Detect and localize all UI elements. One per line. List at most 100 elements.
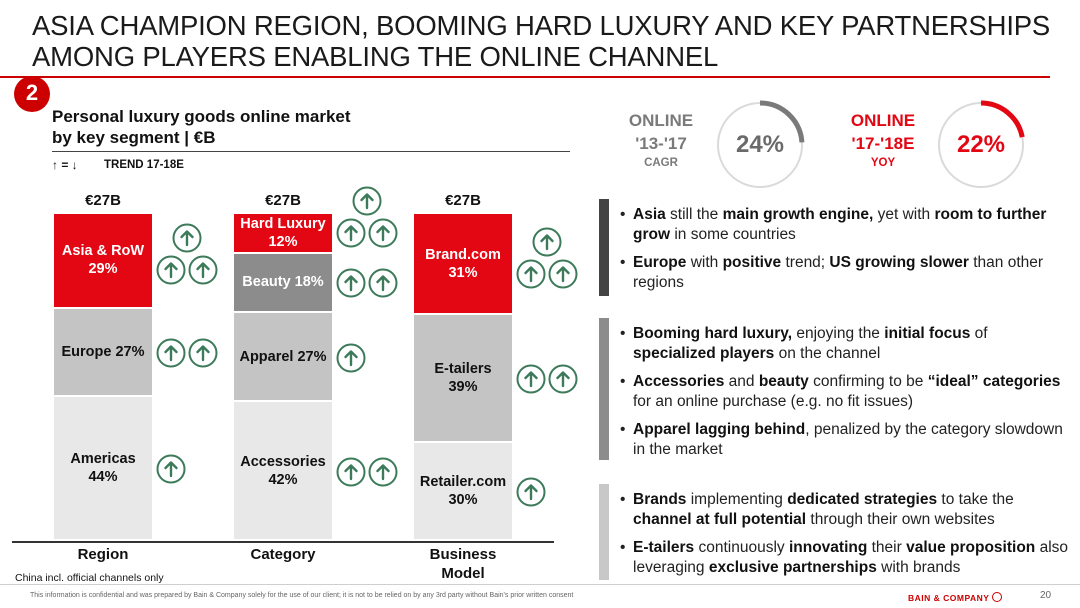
commentary-bullet: • Brands implementing dedicated strategie… (620, 490, 1070, 530)
segment-label: 30% (414, 491, 512, 509)
bullet-text: with brands (877, 559, 961, 576)
x-axis-label: Region (34, 545, 172, 564)
segment-label: 39% (414, 378, 512, 396)
commentary-bullet: • Europe with positive trend; US growing … (620, 253, 1070, 293)
bullet-emphasis: beauty (759, 373, 809, 390)
bullet-text: yet with (873, 206, 934, 223)
up-arrow-icon (172, 223, 202, 253)
chart-title-line-1: Personal luxury goods online market (52, 106, 351, 127)
x-axis-label-line: Category (214, 545, 352, 564)
kpi-title: ONLINE (823, 111, 943, 131)
bar-segment-americas: Americas 44% (54, 397, 152, 539)
bullet-text: in some countries (670, 226, 796, 243)
commentary-bullet: • Accessories and beauty confirming to be… (620, 372, 1070, 412)
up-arrow-icon (188, 338, 218, 368)
up-arrow-icon (156, 255, 186, 285)
up-arrow-icon (368, 457, 398, 487)
bullet-text: enjoying the (792, 325, 884, 342)
segment-label: 42% (234, 471, 332, 489)
bar-total-label: €27B (414, 192, 512, 209)
up-arrow-icon (188, 255, 218, 285)
up-arrow-icon (336, 343, 366, 373)
up-arrow-icon (548, 364, 578, 394)
bullet-emphasis: Booming hard luxury, (633, 325, 792, 342)
bullet-text: for an online purchase (e.g. no fit issu… (633, 393, 913, 410)
segment-label: Brand.com (414, 246, 512, 264)
up-arrow-icon (548, 259, 578, 289)
bullet-emphasis: specialized players (633, 345, 774, 362)
bullet-dot-icon: • (620, 205, 625, 225)
bar-segment-asia-row: Asia & RoW 29% (54, 214, 152, 307)
up-arrow-icon (516, 477, 546, 507)
bar-segment-brand-com: Brand.com 31% (414, 214, 512, 313)
bullet-text: with (686, 254, 722, 271)
x-axis-label-line: Model (394, 564, 532, 583)
segment-label: 29% (54, 260, 152, 278)
bullet-text: trend; (781, 254, 829, 271)
bullet-emphasis: value proposition (906, 539, 1035, 556)
bullet-dot-icon: • (620, 538, 625, 558)
kpi-value: 24% (710, 131, 810, 159)
bullet-emphasis: Brands (633, 491, 686, 508)
confidentiality-note: This information is confidential and was… (30, 592, 573, 599)
bullet-text: to take the (937, 491, 1014, 508)
bar-segment-accessories: Accessories 42% (234, 402, 332, 539)
bullet-text: their (867, 539, 906, 556)
brand-logo: BAIN & COMPANY (908, 592, 1002, 603)
x-axis-label: Category (214, 545, 352, 564)
bullet-dot-icon: • (620, 372, 625, 392)
bullet-text: still the (666, 206, 723, 223)
segment-label: Retailer.com (414, 473, 512, 491)
bullet-text: and (724, 373, 758, 390)
commentary-bullet: • E-tailers continuously innovating their… (620, 538, 1070, 578)
bar-segment-retailer-com: Retailer.com 30% (414, 443, 512, 539)
chart-baseline (12, 541, 554, 543)
segment-label: Beauty 18% (234, 273, 332, 291)
bullet-emphasis: channel at full potential (633, 511, 806, 528)
trend-legend-label: TREND 17-18E (104, 159, 184, 171)
bullet-text: on the channel (774, 345, 880, 362)
segment-label: Hard Luxury (234, 215, 332, 233)
up-arrow-icon (368, 268, 398, 298)
bullet-dot-icon: • (620, 324, 625, 344)
up-arrow-icon (336, 268, 366, 298)
commentary-bullet: • Asia still the main growth engine, yet … (620, 205, 1070, 245)
footnote: China incl. official channels only (15, 572, 164, 584)
up-arrow-icon (156, 454, 186, 484)
bullet-emphasis: Asia (633, 206, 666, 223)
commentary-bullet: • Apparel lagging behind, penalized by th… (620, 420, 1070, 460)
up-arrow-icon (352, 186, 382, 216)
segment-label: Americas (54, 450, 152, 468)
up-arrow-icon (336, 218, 366, 248)
commentary-group-bar (599, 318, 609, 460)
kpi-period: '13-'17 (601, 134, 721, 154)
headline-line-1: ASIA CHAMPION REGION, BOOMING HARD LUXUR… (32, 10, 1062, 41)
footer-rule (0, 584, 1080, 585)
bar-segment-hard-luxury: Hard Luxury 12% (234, 214, 332, 252)
up-arrow-icon (532, 227, 562, 257)
bullet-dot-icon: • (620, 420, 625, 440)
page-number: 20 (1040, 590, 1051, 601)
bullet-emphasis: dedicated strategies (787, 491, 937, 508)
brand-name: BAIN & COMPANY (908, 593, 989, 603)
x-axis-label-line: Business (394, 545, 532, 564)
bullet-dot-icon: • (620, 490, 625, 510)
headline: ASIA CHAMPION REGION, BOOMING HARD LUXUR… (32, 10, 1062, 72)
title-rule (0, 76, 1050, 78)
bullet-emphasis: E-tailers (633, 539, 694, 556)
bullet-text: of (970, 325, 987, 342)
up-arrow-icon (516, 259, 546, 289)
bullet-text: through their own websites (806, 511, 995, 528)
kpi-period: '17-'18E (823, 134, 943, 154)
kpi-metric: CAGR (601, 157, 721, 169)
bullet-text: continuously (694, 539, 789, 556)
bullet-emphasis: Apparel lagging behind (633, 421, 805, 438)
segment-label: Asia & RoW (54, 242, 152, 260)
segment-label: E-tailers (414, 360, 512, 378)
chart-title-rule (52, 151, 570, 152)
section-badge: 2 (14, 76, 50, 112)
headline-line-2: AMONG PLAYERS ENABLING THE ONLINE CHANNE… (32, 41, 1062, 72)
bullet-emphasis: Europe (633, 254, 686, 271)
chart-title: Personal luxury goods online market by k… (52, 106, 351, 148)
bar-total-label: €27B (234, 192, 332, 209)
